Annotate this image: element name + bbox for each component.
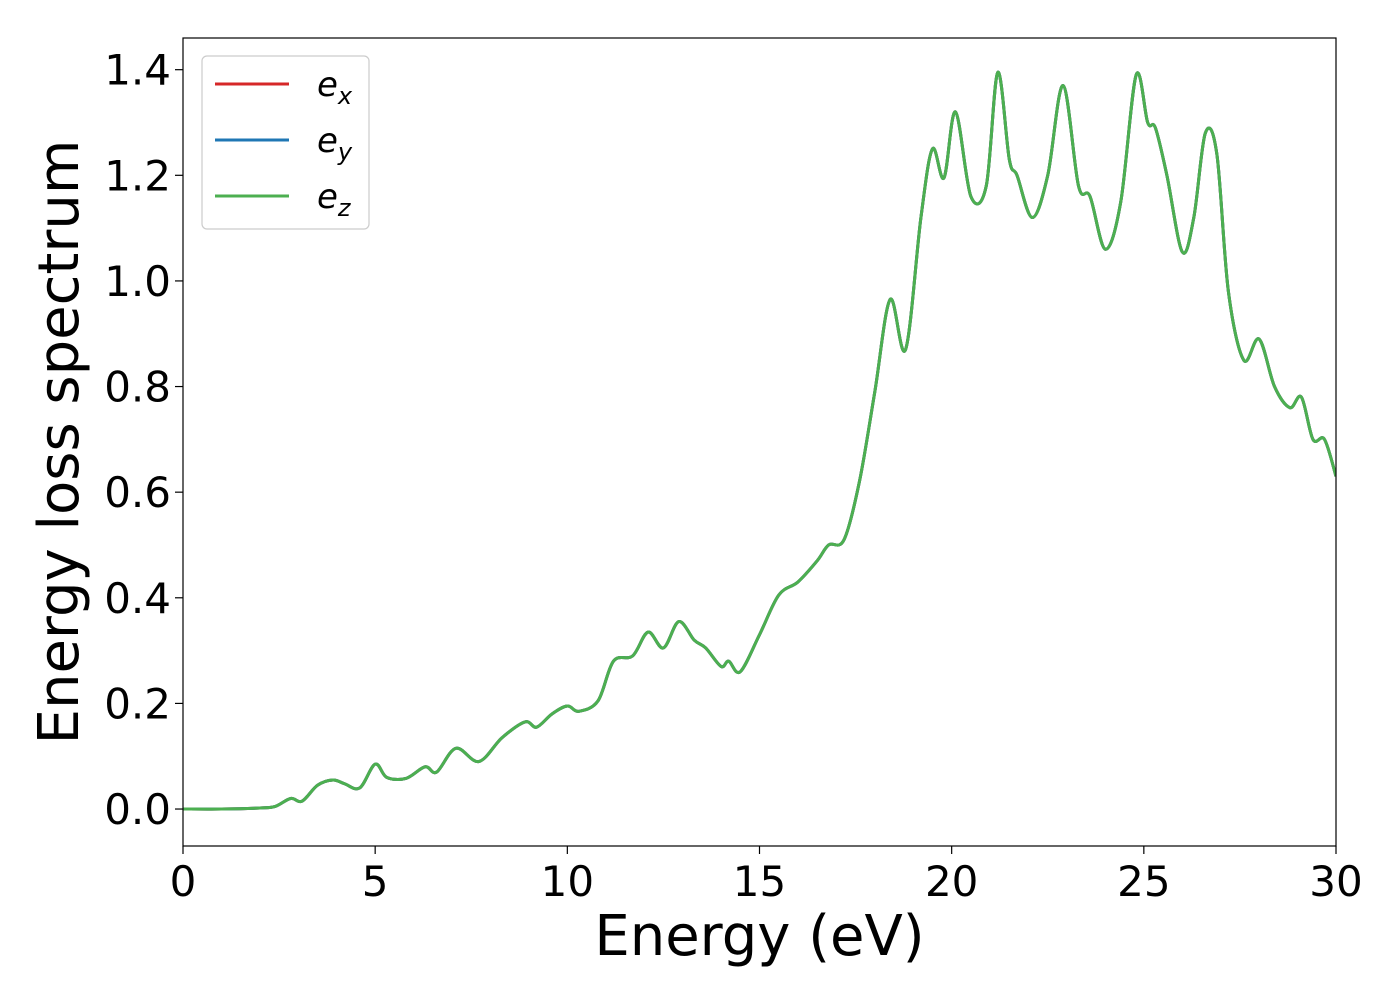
y-axis: 0.0 0.2 0.4 0.6 0.8 1.0 1.2 1.4 [104, 46, 183, 834]
y-tick-label: 1.0 [104, 257, 171, 306]
x-tick-label: 30 [1309, 857, 1362, 906]
x-tick-label: 20 [925, 857, 978, 906]
series-line-e-z [183, 70, 1336, 811]
x-tick-label: 5 [362, 857, 389, 906]
legend-entry: ey [317, 121, 353, 166]
y-axis-label: Energy loss spectrum [27, 140, 92, 745]
x-axis-label: Energy (eV) [594, 904, 924, 969]
legend-entry: ex [317, 65, 353, 110]
y-tick-label: 1.4 [104, 46, 171, 95]
series-layer [183, 70, 1336, 811]
y-tick-label: 0.0 [104, 785, 171, 834]
y-tick-label: 0.6 [104, 468, 171, 517]
legend: ex ey ez [201, 55, 370, 230]
legend-box [201, 55, 370, 230]
y-tick-label: 0.8 [104, 363, 171, 412]
x-tick-label: 25 [1117, 857, 1170, 906]
legend-entry: ez [317, 177, 352, 222]
x-tick-label: 10 [541, 857, 594, 906]
x-tick-label: 15 [733, 857, 786, 906]
x-tick-label: 0 [170, 857, 197, 906]
y-tick-label: 0.4 [104, 574, 171, 623]
x-axis: 0 5 10 15 20 25 30 [170, 846, 1363, 906]
y-tick-label: 0.2 [104, 679, 171, 728]
y-tick-label: 1.2 [104, 151, 171, 200]
